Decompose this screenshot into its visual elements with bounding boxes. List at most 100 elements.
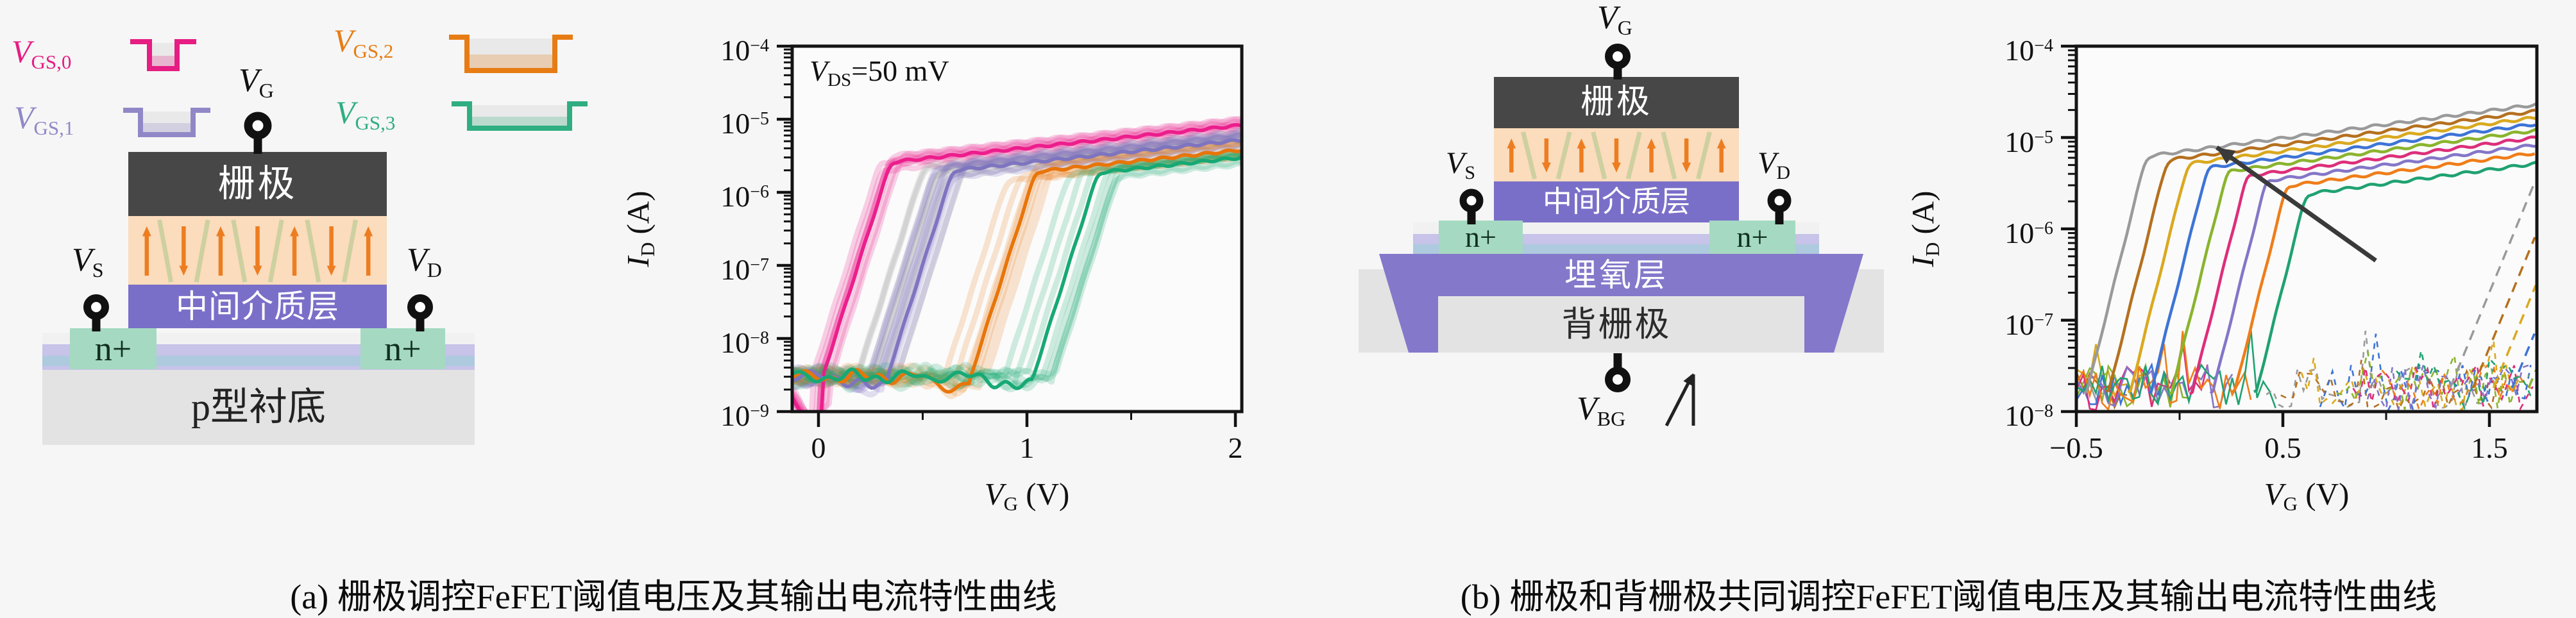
legend-label-vgs0: VGS,0	[12, 33, 71, 72]
plot-frame	[790, 44, 1244, 413]
domain-wall-line	[1591, 131, 1607, 180]
v-subscript: D	[427, 258, 442, 281]
transfer-curve	[793, 155, 1241, 390]
sweep-ramp-icon	[1665, 373, 1695, 427]
y-tick-label: 10−5	[2004, 125, 2053, 158]
arrowhead	[1541, 162, 1551, 172]
transfer-curve-dashed	[2471, 237, 2536, 388]
y-tick-label: 10−5	[720, 107, 769, 140]
arrowhead	[364, 226, 373, 237]
arrowhead	[290, 226, 299, 237]
terminal-icon	[244, 112, 272, 154]
axis-rest: (V)	[2298, 476, 2350, 512]
dielectric-label-b: 中间介质层	[1543, 185, 1690, 218]
axis-symbol: V	[984, 476, 1004, 512]
domain-wall-line	[1555, 131, 1572, 180]
y-tick-label: 10−8	[2004, 399, 2053, 432]
transfer-curve	[793, 148, 1241, 394]
dielectric-layer-a	[128, 285, 387, 328]
transfer-curve	[2231, 152, 2536, 394]
sweep-band-trace	[793, 151, 1241, 392]
vbg-terminal-label-b: VBG	[1577, 390, 1625, 430]
domain-wall-line	[267, 219, 284, 283]
sweep-band-trace	[793, 141, 1241, 389]
x-tick-label: 1	[1019, 431, 1035, 464]
transfer-curve	[2209, 144, 2536, 395]
backgate-label-b: 背栅极	[1561, 305, 1672, 344]
sweep-band-trace	[793, 128, 1241, 383]
sweep-band-trace	[793, 124, 1241, 411]
v-symbol: V	[72, 242, 92, 278]
y-tick-label: 10−9	[720, 399, 769, 432]
y-tick-label: 10−7	[2004, 308, 2053, 341]
drain-nplus-b	[1709, 221, 1795, 254]
legend-symbol: V	[335, 94, 355, 130]
arrowhead	[2217, 147, 2236, 164]
legend-label-vgs2: VGS,2	[334, 22, 393, 61]
v-symbol: V	[809, 54, 828, 87]
sweep-band-trace	[793, 124, 1241, 411]
axis-subscript: G	[1003, 492, 1019, 515]
trend-arrow	[2215, 146, 2377, 263]
source-nplus-label-a: n+	[94, 330, 132, 368]
v-symbol: V	[1577, 390, 1597, 427]
vs-terminal-label-a: VS	[72, 242, 104, 281]
domain-wall-line	[1661, 131, 1677, 180]
arrowhead	[142, 226, 151, 237]
sweep-band-trace	[793, 130, 1241, 397]
y-tick-label: 10−6	[720, 180, 769, 213]
sweep-band-trace	[793, 129, 1241, 411]
arrowhead	[1683, 373, 1693, 386]
legend-symbol: V	[334, 22, 353, 58]
y-tick-label: 10−8	[720, 326, 769, 359]
x-axis-title-b: VG (V)	[2178, 476, 2435, 515]
legend-subscript: GS,1	[33, 117, 74, 139]
transfer-curve	[2105, 108, 2536, 394]
sweep-band-trace	[793, 128, 1241, 394]
interface-stripe-a	[42, 366, 475, 370]
arrowhead	[179, 265, 189, 276]
vds-annotation-a: VDS=50 mV	[809, 54, 949, 91]
transfer-curve	[2189, 135, 2536, 396]
legend-subscript: GS,2	[353, 40, 394, 62]
transfer-curve-dashed	[2449, 182, 2536, 388]
transfer-curve	[2148, 123, 2536, 395]
domain-wall-line	[194, 219, 210, 283]
annotation-rest: =50 mV	[851, 54, 949, 87]
sweep-band-trace	[793, 149, 1241, 382]
sweep-band-trace	[793, 116, 1241, 411]
gate-layer-a	[128, 152, 387, 216]
x-tick-label: 1.5	[2471, 431, 2508, 464]
transfer-curve	[793, 122, 1241, 411]
gate-label-b: 栅极	[1580, 84, 1652, 121]
transfer-curve	[2253, 160, 2536, 394]
plot-b-axes	[2061, 44, 2537, 427]
source-nplus-a	[70, 328, 157, 369]
terminal-icon	[1605, 44, 1631, 79]
domain-wall-line	[1625, 131, 1642, 180]
axis-symbol: V	[2264, 476, 2284, 512]
drain-nplus-label-a: n+	[384, 330, 421, 368]
arrowhead	[1612, 162, 1621, 172]
legend-label-vgs3: VGS,3	[335, 94, 395, 133]
sweep-band-trace	[793, 160, 1241, 385]
y-tick-label: 10−4	[720, 34, 769, 67]
transfer-curve-dashed	[2527, 369, 2536, 388]
ferroelectric-domains	[1507, 131, 1726, 180]
legend-subscript: GS,0	[31, 51, 72, 73]
legend-label-vgs1: VGS,1	[14, 101, 74, 138]
vs-terminal-label-b: VS	[1446, 148, 1475, 183]
x-tick-label: 2	[1228, 431, 1243, 464]
sweep-band-trace	[793, 153, 1241, 382]
drain-nplus-a	[360, 328, 445, 369]
noise-floor-trace-dashed	[2366, 364, 2529, 411]
arrowhead	[1716, 138, 1726, 149]
arrowhead	[326, 265, 336, 276]
legend-symbol: V	[12, 33, 31, 69]
x-tick-label: −0.5	[2049, 431, 2103, 464]
pulse-waveform-icon	[452, 101, 588, 131]
vg-terminal-label-a: VG	[239, 64, 274, 101]
arrowhead	[1507, 138, 1516, 149]
